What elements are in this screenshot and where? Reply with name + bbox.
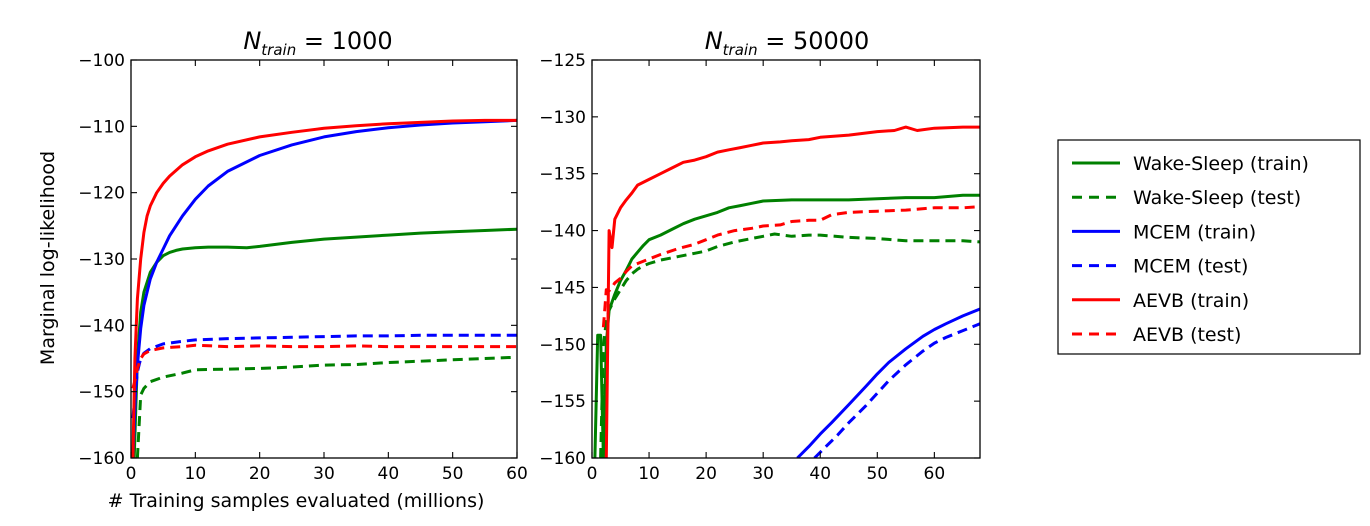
y-tick-label: −110: [78, 117, 125, 137]
y-tick-label: −150: [539, 335, 586, 355]
series-line-mcem-test: [131, 333, 517, 419]
series-line-aevb-train: [131, 118, 517, 458]
x-tick-label: 20: [249, 464, 271, 484]
legend: Wake-Sleep (train) Wake-Sleep (test) MCEM …: [1057, 139, 1361, 355]
panel-title: Ntrain = 50000: [705, 27, 870, 59]
y-tick-label: −135: [539, 165, 586, 185]
x-tick-label: 30: [752, 464, 774, 484]
x-tick-label: 50: [442, 464, 464, 484]
y-tick-label: −140: [539, 222, 586, 242]
y-tick-label: −100: [78, 51, 125, 71]
series-line-wake-sleep-test: [599, 232, 980, 458]
y-tick-label: −130: [78, 250, 125, 270]
x-tick-label: 10: [638, 464, 660, 484]
legend-box: [1057, 139, 1361, 355]
x-axis-label: # Training samples evaluated (millions): [108, 490, 485, 512]
x-tick-label: 0: [126, 464, 137, 484]
y-tick-label: −160: [78, 449, 125, 469]
legend-label-wake-sleep-train: Wake-Sleep (train): [1133, 153, 1309, 175]
x-tick-label: 30: [313, 464, 335, 484]
legend-label-aevb-train: AEVB (train): [1133, 290, 1249, 312]
y-tick-label: −155: [539, 392, 586, 412]
x-tick-label: 60: [924, 464, 946, 484]
x-tick-label: 50: [866, 464, 888, 484]
panel-ntrain-50000: Ntrain = 50000 0 10 20 30 40 50 60 −160 −155 −150…: [539, 27, 981, 484]
legend-label-mcem-test: MCEM (test): [1133, 256, 1248, 278]
x-tick-label: 20: [695, 464, 717, 484]
series-line-mcem-train: [131, 118, 517, 458]
x-tick-label: 60: [506, 464, 528, 484]
x-tick-label: 0: [587, 464, 598, 484]
y-tick-label: −140: [78, 316, 125, 336]
legend-label-wake-sleep-test: Wake-Sleep (test): [1133, 187, 1301, 209]
y-tick-label: −160: [539, 449, 586, 469]
series-line-wake-sleep-test: [135, 355, 517, 458]
series-line-aevb-test: [131, 343, 517, 389]
y-axis-label: Marginal log-likelihood: [37, 151, 59, 365]
y-tick-label: −145: [539, 278, 586, 298]
series-line-mcem-test: [813, 322, 980, 458]
y-tick-label: −125: [539, 51, 586, 71]
x-tick-label: 40: [809, 464, 831, 484]
y-tick-label: −130: [539, 108, 586, 128]
y-tick-label: −120: [78, 184, 125, 204]
y-tick-label: −150: [78, 383, 125, 403]
panel-title: Ntrain = 1000: [243, 27, 392, 59]
x-tick-label: 10: [185, 464, 207, 484]
plot-frame: [591, 59, 981, 459]
series-line-aevb-test: [601, 205, 980, 328]
legend-label-mcem-train: MCEM (train): [1133, 221, 1256, 243]
panel-ntrain-1000: Ntrain = 1000 0 10 20 30 40 50 60 −160 −150 −140 −…: [78, 27, 528, 484]
x-tick-label: 40: [378, 464, 400, 484]
series-line-wake-sleep-train: [132, 227, 517, 458]
plot-frame: [130, 59, 518, 459]
series-line-aevb-train: [604, 125, 980, 458]
legend-label-aevb-test: AEVB (test): [1133, 324, 1241, 346]
series-line-mcem-train: [796, 307, 980, 458]
